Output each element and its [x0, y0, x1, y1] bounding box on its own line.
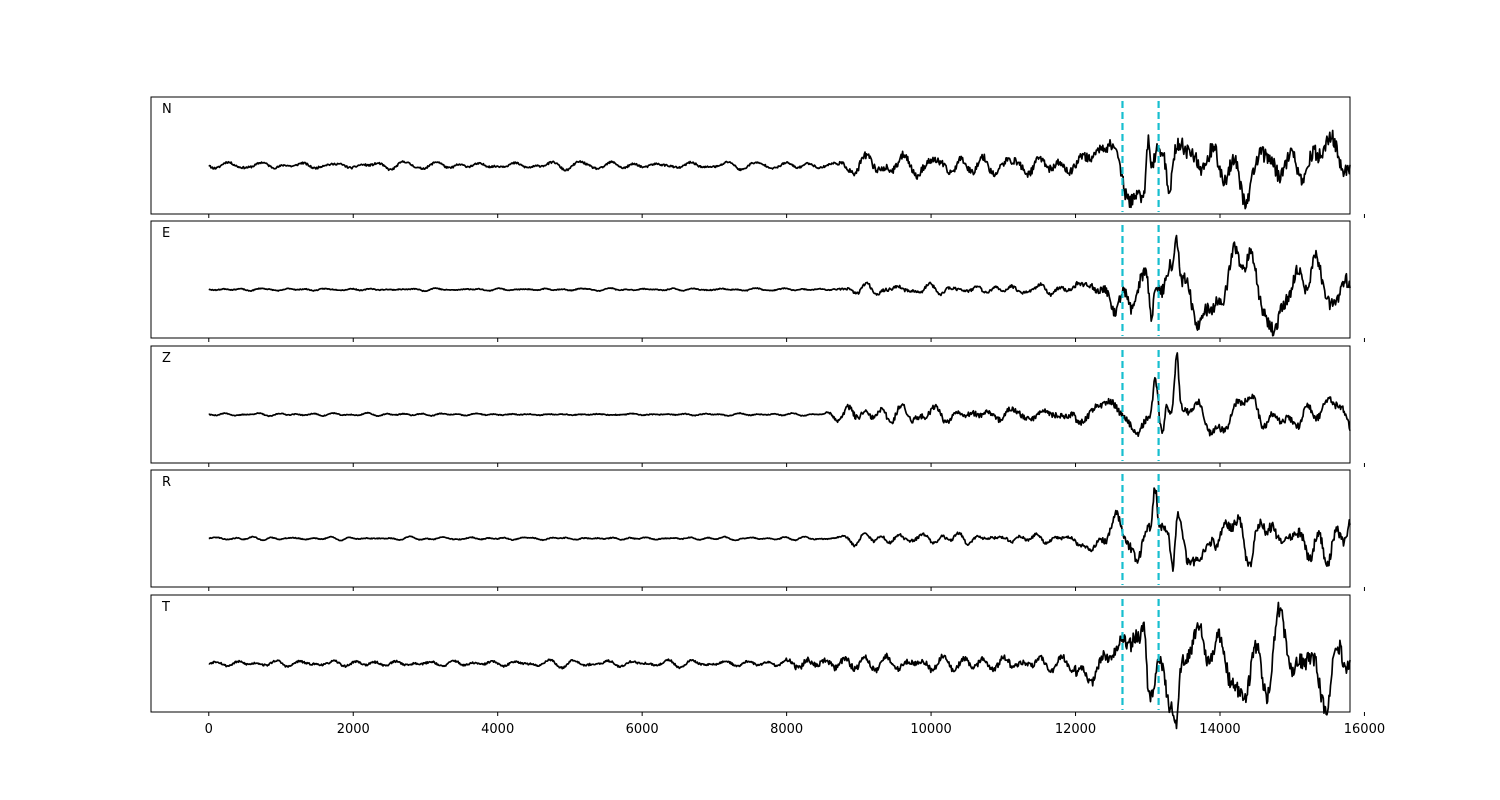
- x-tick-label: 12000: [1055, 722, 1096, 737]
- panel-frame: [150, 469, 1351, 588]
- trace-line-n: [208, 129, 1351, 210]
- x-tick-label: 8000: [770, 722, 803, 737]
- panel-label-r: R: [162, 475, 171, 490]
- trace-line-t: [208, 601, 1351, 730]
- panel-frame: [150, 96, 1351, 215]
- panel-z: Z: [150, 345, 1365, 467]
- x-axis: 0 2000 4000 6000 8000 10000 12000 14000 16000: [205, 722, 1385, 737]
- panel-e: E: [150, 220, 1365, 342]
- panel-frame: [150, 220, 1351, 339]
- panel-frame: [150, 345, 1351, 464]
- panel-n: N: [150, 96, 1365, 218]
- panel-label-n: N: [162, 102, 172, 117]
- panel-t: T: [150, 594, 1365, 730]
- trace-line-r: [208, 487, 1351, 572]
- panel-label-e: E: [162, 226, 170, 241]
- panel-label-z: Z: [162, 351, 171, 366]
- trace-line-z: [208, 352, 1351, 438]
- panel-label-t: T: [161, 600, 170, 615]
- x-tick-label: 10000: [910, 722, 951, 737]
- panel-r: R: [150, 469, 1365, 591]
- x-tick-label: 14000: [1199, 722, 1240, 737]
- x-tick-label: 6000: [626, 722, 659, 737]
- trace-line-e: [208, 234, 1351, 337]
- trace-panels: N E Z R T: [150, 96, 1365, 730]
- x-tick-label: 2000: [337, 722, 370, 737]
- x-tick-label: 0: [205, 722, 213, 737]
- x-tick-label: 4000: [481, 722, 514, 737]
- x-tick-label: 16000: [1344, 722, 1385, 737]
- panel-frame: [150, 594, 1351, 713]
